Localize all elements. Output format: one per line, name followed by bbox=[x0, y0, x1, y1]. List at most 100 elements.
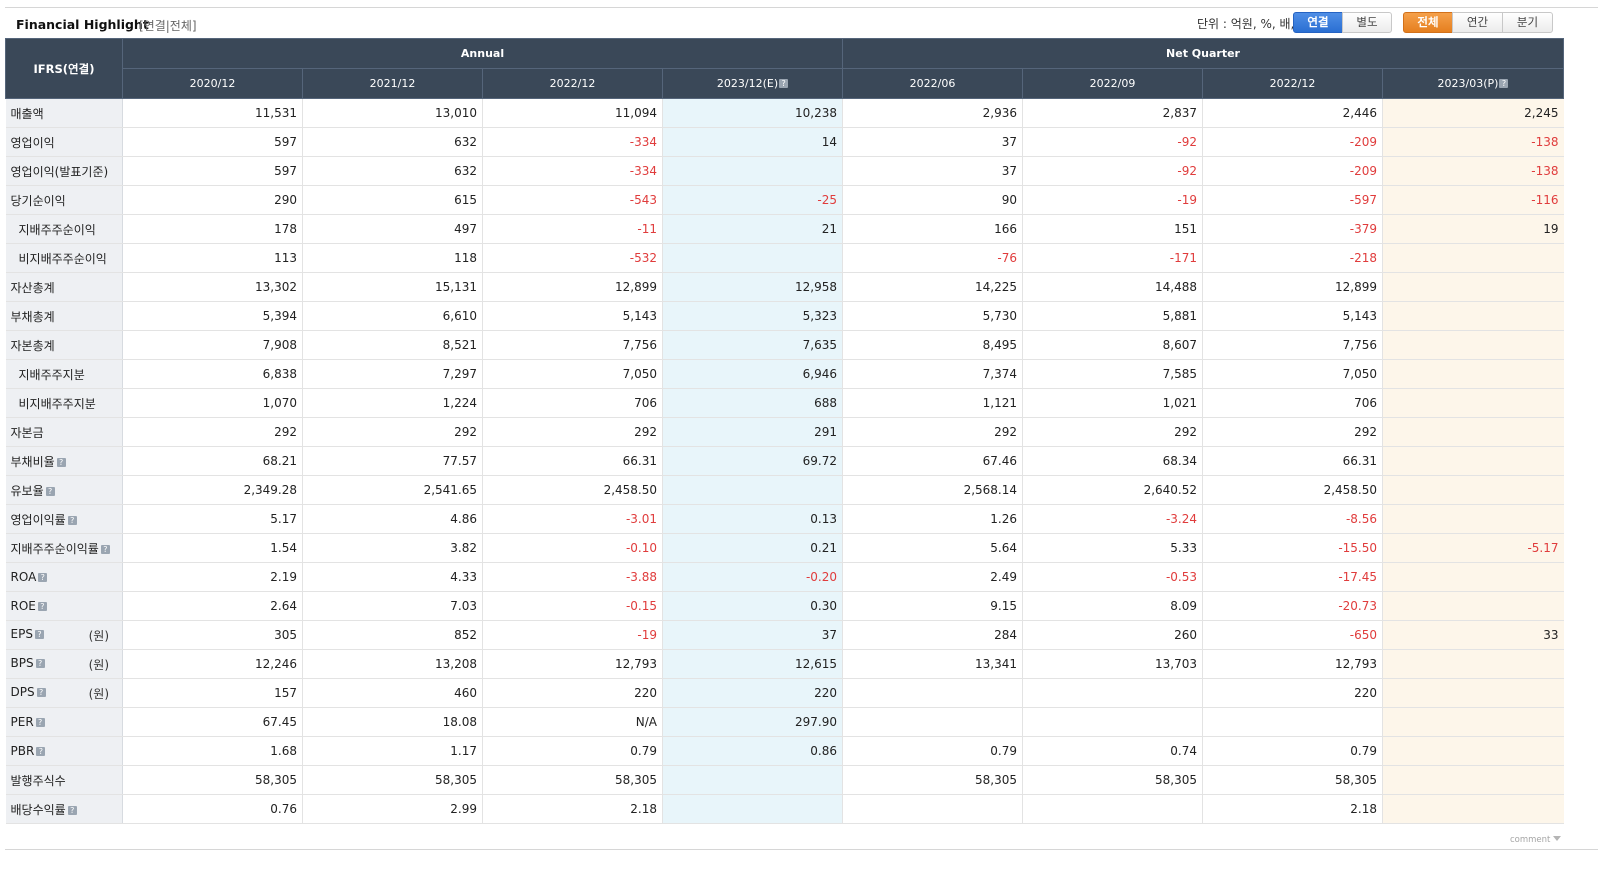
table-cell: 305 bbox=[122, 620, 303, 650]
table-cell: 58,305 bbox=[482, 765, 663, 795]
table-cell: 8,495 bbox=[842, 330, 1024, 360]
row-label: 부채비율 bbox=[10, 454, 55, 469]
period-annual-button[interactable]: 연간 bbox=[1452, 12, 1503, 33]
period-quarter-button[interactable]: 분기 bbox=[1502, 12, 1553, 33]
row-label: 부채총계 bbox=[10, 309, 55, 324]
table-cell: 15,131 bbox=[302, 272, 483, 302]
table-row: 지배주주순이익률? 1.54 3.82 -0.10 0.21 5.64 5.33 -15.50… bbox=[5, 533, 1564, 563]
table-cell: 1,021 bbox=[1022, 388, 1204, 418]
table-cell: 12,615 bbox=[662, 649, 844, 679]
table-cell bbox=[1022, 707, 1204, 737]
basis-consolidated-button[interactable]: 연결 bbox=[1293, 12, 1343, 33]
table-row: (원) DPS? 157 460 220 220 220 bbox=[5, 678, 1564, 708]
help-icon[interactable]: ? bbox=[56, 457, 66, 467]
table-cell: 12,899 bbox=[482, 272, 663, 302]
table-cell: -11 bbox=[482, 214, 663, 244]
table-cell: 2,458.50 bbox=[1202, 475, 1384, 505]
help-icon[interactable]: ? bbox=[45, 486, 55, 496]
table-cell: 2,640.52 bbox=[1022, 475, 1204, 505]
financial-highlight-table: IFRS(연결) Annual Net Quarter 2020/12 2021/… bbox=[5, 38, 1565, 824]
comment-toggle[interactable]: comment bbox=[1510, 835, 1562, 845]
table-cell: 67.45 bbox=[122, 707, 303, 737]
table-cell: -532 bbox=[482, 243, 663, 273]
help-icon[interactable]: ? bbox=[100, 544, 110, 554]
table-cell: 0.76 bbox=[122, 794, 303, 824]
row-label-cell: (원) EPS? bbox=[5, 620, 123, 650]
table-cell: -543 bbox=[482, 185, 663, 215]
table-cell: 66.31 bbox=[482, 446, 663, 476]
table-cell bbox=[842, 794, 1024, 824]
help-icon[interactable]: ? bbox=[67, 805, 77, 815]
row-label-cell: ROE? bbox=[5, 591, 123, 621]
table-row: ROA? 2.19 4.33 -3.88 -0.20 2.49 -0.53 -17.45 bbox=[5, 562, 1564, 592]
comment-label: comment bbox=[1510, 835, 1551, 845]
table-cell: 8,521 bbox=[302, 330, 483, 360]
help-icon[interactable]: ? bbox=[36, 687, 46, 697]
table-row: 자본금 292 292 292 291 292 292 292 bbox=[5, 417, 1564, 447]
basis-separate-button[interactable]: 별도 bbox=[1342, 12, 1392, 33]
table-cell: 1,070 bbox=[122, 388, 303, 418]
table-cell: -92 bbox=[1022, 156, 1204, 186]
row-unit: (원) bbox=[88, 657, 109, 672]
top-divider bbox=[5, 7, 1598, 8]
table-cell: 5,143 bbox=[482, 301, 663, 331]
help-icon[interactable]: ? bbox=[37, 602, 47, 611]
table-cell bbox=[1202, 707, 1384, 737]
table-cell: -8.56 bbox=[1202, 504, 1384, 534]
table-cell: 2.18 bbox=[1202, 794, 1384, 824]
table-cell: 2,837 bbox=[1022, 98, 1204, 128]
table-cell: -209 bbox=[1202, 127, 1384, 157]
table-cell: 10,238 bbox=[662, 98, 844, 128]
row-label: 비지배주주순이익 bbox=[18, 251, 107, 266]
group-header-annual: Annual bbox=[121, 38, 844, 69]
table-row: 발행주식수 58,305 58,305 58,305 58,305 58,305 58,30… bbox=[5, 765, 1564, 795]
table-cell: 6,610 bbox=[302, 301, 483, 331]
table-row: 영업이익(발표기준) 597 632 -334 37 -92 -209 -138 bbox=[5, 156, 1564, 186]
table-cell: -597 bbox=[1202, 185, 1384, 215]
row-label: ROE bbox=[10, 599, 36, 613]
row-label: BPS bbox=[10, 655, 34, 670]
row-label: 지배주주지분 bbox=[18, 367, 85, 382]
table-row: 지배주주지분 6,838 7,297 7,050 6,946 7,374 7,585 7,05… bbox=[5, 359, 1564, 389]
row-label-cell: 유보율? bbox=[5, 475, 123, 505]
table-cell: 118 bbox=[302, 243, 483, 273]
help-icon[interactable]: ? bbox=[67, 515, 77, 525]
table-cell: -0.15 bbox=[482, 591, 663, 621]
help-icon[interactable]: ? bbox=[35, 718, 45, 727]
column-header-label: 2022/12 bbox=[1269, 77, 1316, 90]
table-cell: 14,225 bbox=[842, 272, 1024, 302]
row-label-cell: 비지배주주지분 bbox=[5, 388, 123, 418]
table-cell: -334 bbox=[482, 127, 663, 157]
table-cell: 37 bbox=[842, 156, 1024, 186]
table-cell: 68.21 bbox=[122, 446, 303, 476]
help-icon[interactable]: ? bbox=[35, 658, 45, 668]
table-cell: 113 bbox=[122, 243, 303, 273]
row-label: 영업이익(발표기준) bbox=[10, 164, 109, 179]
table-row: PBR? 1.68 1.17 0.79 0.86 0.79 0.74 0.79 bbox=[5, 736, 1564, 766]
help-icon[interactable]: ? bbox=[38, 573, 48, 582]
row-label: 매출액 bbox=[10, 106, 44, 121]
table-cell: 58,305 bbox=[1022, 765, 1204, 795]
help-icon[interactable]: ? bbox=[1499, 79, 1509, 88]
row-label-cell: 자본금 bbox=[5, 417, 123, 447]
help-icon[interactable]: ? bbox=[36, 747, 46, 756]
table-cell: 37 bbox=[842, 127, 1024, 157]
table-cell: 4.33 bbox=[302, 562, 483, 592]
table-cell: -138 bbox=[1382, 156, 1564, 186]
table-cell: 7,756 bbox=[1202, 330, 1384, 360]
table-cell: 12,246 bbox=[122, 649, 303, 679]
help-icon[interactable]: ? bbox=[34, 629, 44, 639]
table-cell: 292 bbox=[122, 417, 303, 447]
period-all-button[interactable]: 전체 bbox=[1403, 12, 1453, 33]
table-cell: 0.79 bbox=[842, 736, 1024, 766]
table-cell: 3.82 bbox=[302, 533, 483, 563]
bottom-divider bbox=[5, 849, 1598, 850]
table-cell: 12,793 bbox=[1202, 649, 1384, 679]
table-cell: 151 bbox=[1022, 214, 1204, 244]
row-label-cell: 자본총계 bbox=[5, 330, 123, 360]
table-cell: 69.72 bbox=[662, 446, 844, 476]
period-toggle-group: 전체 연간 분기 bbox=[1403, 12, 1553, 33]
table-cell: 90 bbox=[842, 185, 1024, 215]
table-cell: 7.03 bbox=[302, 591, 483, 621]
help-icon[interactable]: ? bbox=[779, 79, 789, 88]
